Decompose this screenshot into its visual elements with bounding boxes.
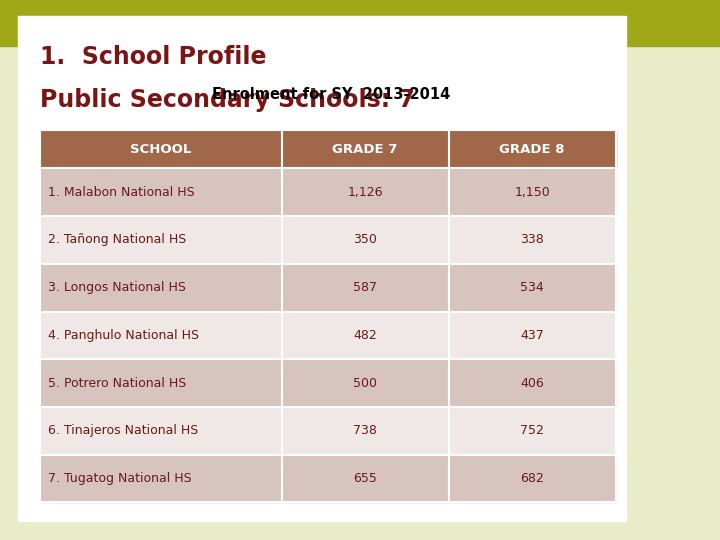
Bar [282,407,449,455]
Text: 437: 437 [521,329,544,342]
Bar [40,130,282,168]
Text: 738: 738 [353,424,377,437]
Bar [449,455,616,502]
Bar [40,168,282,216]
Text: 1,126: 1,126 [347,186,383,199]
Bar [449,407,616,455]
Bar [40,407,282,455]
Bar [449,130,616,168]
Text: 1,150: 1,150 [514,186,550,199]
Bar [449,359,616,407]
Text: 500: 500 [353,376,377,389]
Text: GRADE 8: GRADE 8 [500,143,564,156]
Text: Enrolment for SY  2013-2014: Enrolment for SY 2013-2014 [212,87,450,102]
Bar [282,264,449,312]
Text: 534: 534 [521,281,544,294]
Text: 6. Tinajeros National HS: 6. Tinajeros National HS [48,424,199,437]
Text: 482: 482 [354,329,377,342]
Bar [40,359,282,407]
Text: 752: 752 [520,424,544,437]
Bar [282,359,449,407]
Text: 2. Tañong National HS: 2. Tañong National HS [48,233,186,246]
Text: 338: 338 [521,233,544,246]
Text: 406: 406 [521,376,544,389]
Bar [449,312,616,359]
Bar [40,216,282,264]
Text: 682: 682 [521,472,544,485]
Bar [282,130,449,168]
Text: 4. Panghulo National HS: 4. Panghulo National HS [48,329,199,342]
Bar [282,216,449,264]
Text: 7. Tugatog National HS: 7. Tugatog National HS [48,472,192,485]
Bar [282,168,449,216]
Bar [0,0,720,46]
Text: 655: 655 [353,472,377,485]
Text: 587: 587 [353,281,377,294]
Text: 1.  School Profile: 1. School Profile [40,45,266,69]
Bar [282,455,449,502]
Bar [18,16,626,521]
Text: 5. Potrero National HS: 5. Potrero National HS [48,376,186,389]
Text: SCHOOL: SCHOOL [130,143,192,156]
Bar [40,455,282,502]
Bar [449,168,616,216]
Bar [282,312,449,359]
Text: GRADE 7: GRADE 7 [333,143,397,156]
Text: Public Secondary Schools: 7: Public Secondary Schools: 7 [40,88,415,112]
Text: 3. Longos National HS: 3. Longos National HS [48,281,186,294]
Text: 1. Malabon National HS: 1. Malabon National HS [48,186,195,199]
Bar [40,312,282,359]
Text: 350: 350 [353,233,377,246]
Bar [449,264,616,312]
Bar [40,264,282,312]
Bar [449,216,616,264]
